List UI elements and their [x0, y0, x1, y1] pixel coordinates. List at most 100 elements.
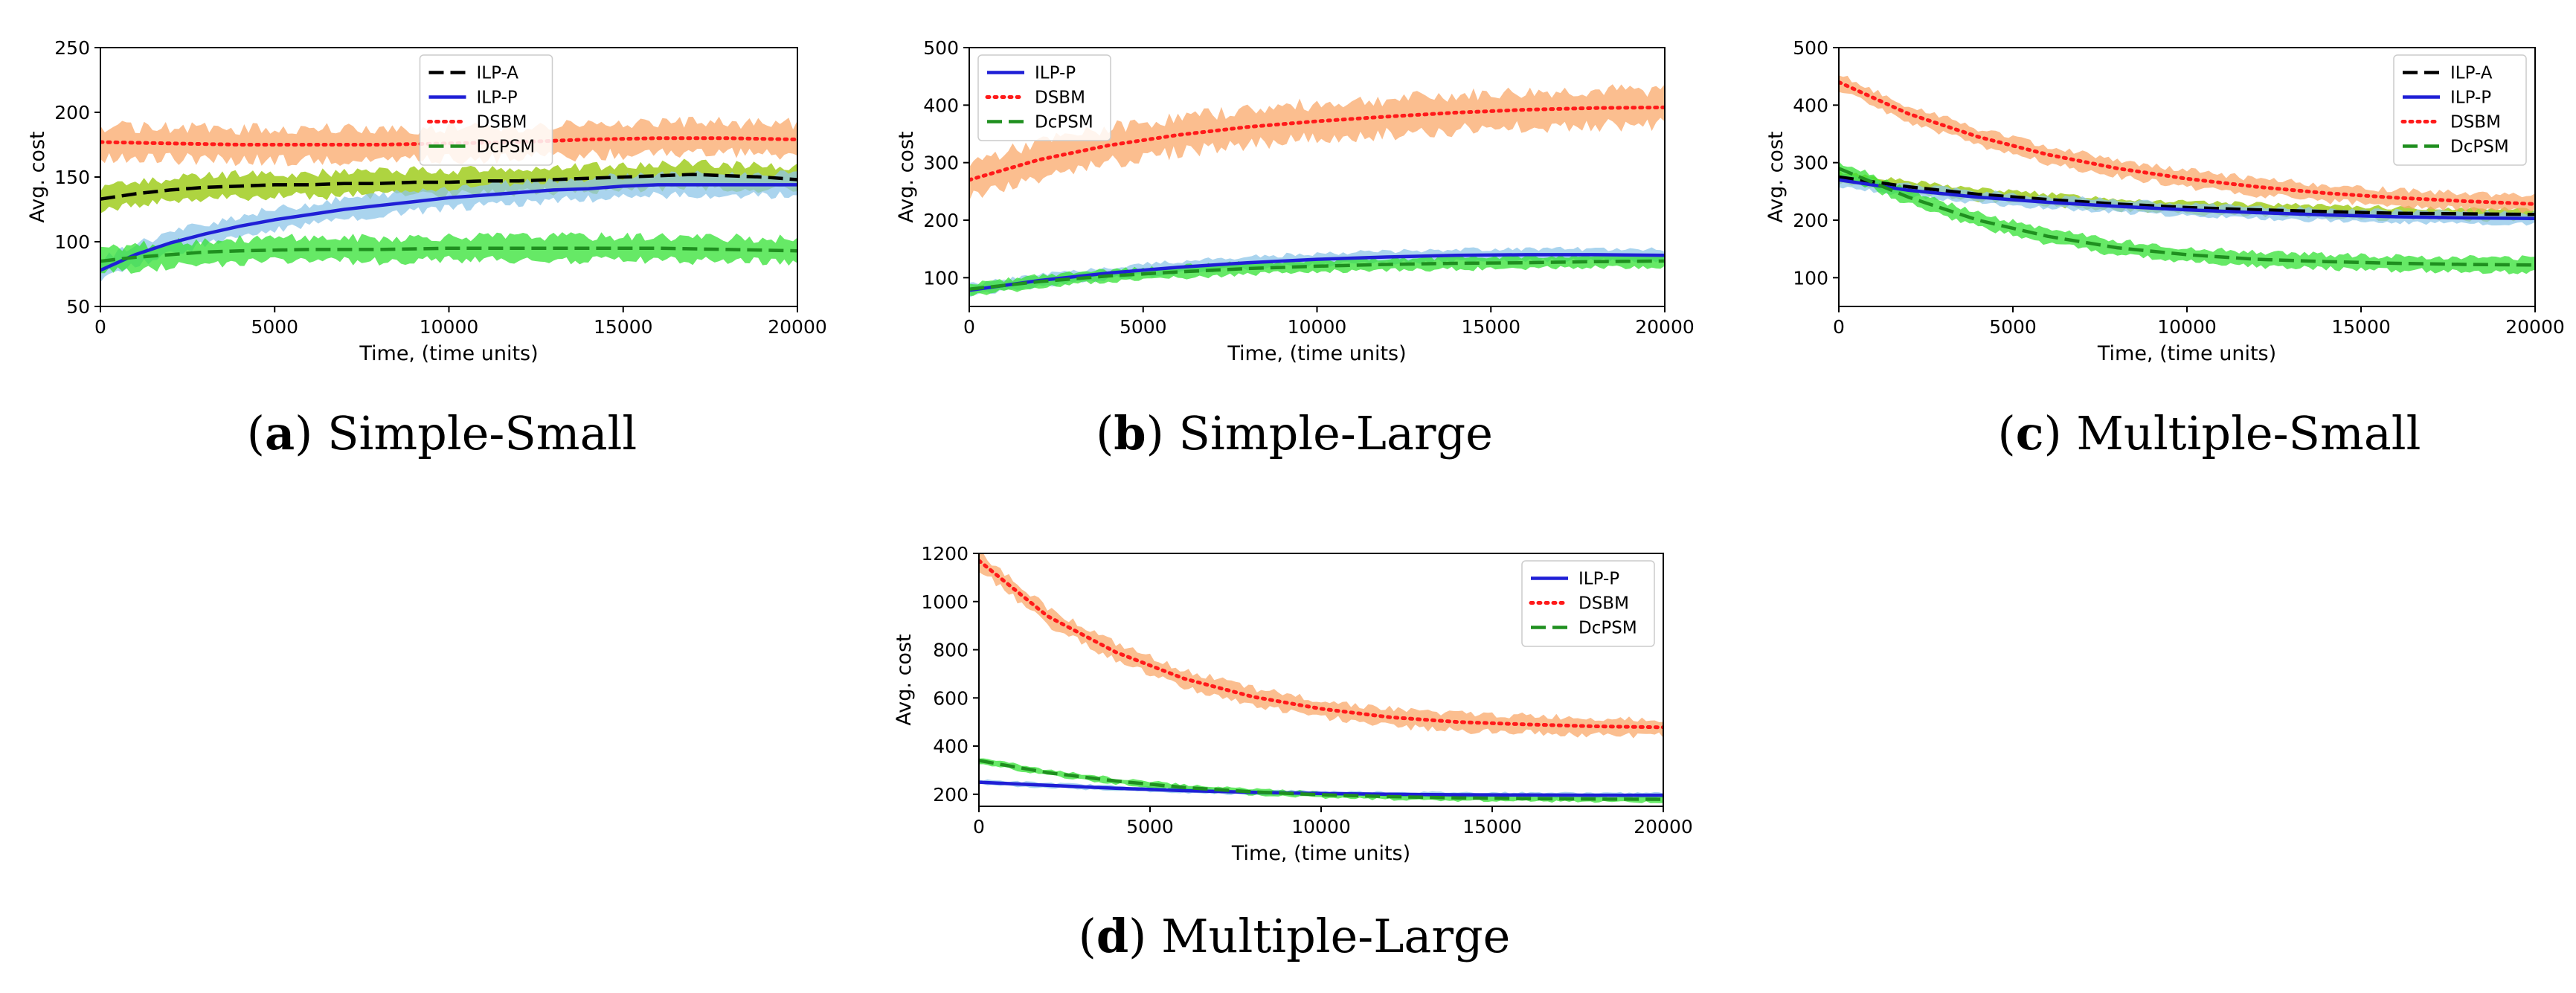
x-axis-title: Time, (time units): [359, 342, 538, 365]
caption-d-name: Multiple-Large: [1161, 909, 1510, 963]
x-axis-title: Time, (time units): [1227, 342, 1406, 365]
x-tick-label: 15000: [1461, 316, 1520, 338]
y-tick-label: 400: [1793, 94, 1828, 116]
y-tick-label: 300: [923, 152, 959, 174]
line-dcpsm: [969, 259, 1665, 292]
y-tick-label: 100: [1793, 267, 1828, 289]
y-tick-label: 500: [923, 37, 959, 59]
line-dsbm: [979, 559, 1663, 730]
x-tick-label: 20000: [2505, 316, 2565, 338]
x-tick-label: 15000: [594, 316, 653, 338]
band-dsbm: [969, 84, 1665, 202]
line-dsbm: [1839, 80, 2535, 206]
y-axis-title: Avg. cost: [1764, 131, 1788, 222]
y-axis-title: Avg. cost: [26, 131, 49, 222]
line-ilp-a: [100, 173, 797, 201]
legend-label-dcpsm: DcPSM: [1578, 619, 1637, 638]
y-axis-title: Avg. cost: [895, 131, 918, 222]
legend-box: [419, 54, 553, 166]
x-axis-title: Time, (time units): [1231, 842, 1410, 865]
x-tick-label: 20000: [1635, 316, 1695, 338]
legend-box: [977, 54, 1111, 141]
y-tick-label: 400: [923, 94, 959, 116]
y-tick-label: 100: [923, 267, 959, 289]
caption-c: (c) Multiple-Small: [1998, 406, 2421, 460]
legend-label-dcpsm: DcPSM: [477, 138, 536, 157]
y-tick-label: 300: [1793, 152, 1828, 174]
band-ilp-a: [100, 158, 797, 213]
x-tick-label: 15000: [1462, 816, 1522, 838]
legend-label-ilp-p: ILP-P: [477, 89, 518, 108]
line-ilp-a: [1839, 175, 2535, 216]
band-ilp-a: [1839, 170, 2535, 222]
x-tick-label: 15000: [2331, 316, 2391, 338]
x-axis-title: Time, (time units): [2097, 342, 2276, 365]
legend-label-ilp-p: ILP-P: [2450, 89, 2491, 108]
y-tick-label: 200: [1793, 210, 1828, 231]
y-tick-label: 200: [933, 784, 969, 806]
legend-box: [2393, 54, 2527, 166]
y-tick-label: 400: [933, 736, 969, 757]
line-dsbm: [969, 105, 1665, 182]
caption-b: (b) Simple-Large: [1096, 406, 1493, 460]
line-ilp-p: [979, 780, 1663, 797]
legend-label-ilp-p: ILP-P: [1035, 64, 1076, 83]
x-tick-label: 5000: [1989, 316, 2037, 338]
x-tick-label: 0: [1833, 316, 1845, 338]
legend-label-dsbm: DSBM: [477, 113, 527, 132]
caption-d: (d) Multiple-Large: [1079, 909, 1511, 963]
legend: ILP-P DSBM DcPSM: [1521, 560, 1655, 647]
caption-c-name: Multiple-Small: [2076, 406, 2421, 460]
legend-label-ilp-a: ILP-A: [2450, 64, 2493, 83]
line-dcpsm: [979, 759, 1663, 801]
line-dcpsm: [100, 246, 797, 263]
caption-a-letter: a: [265, 406, 295, 460]
plot-area: [100, 116, 797, 283]
y-tick-label: 200: [923, 210, 959, 231]
x-tick-label: 0: [963, 316, 975, 338]
subplot-multiple-large: 0 5000 10000 15000 20000 200 400 600 800 1000 1200…: [893, 543, 1693, 865]
y-tick-label: 1200: [921, 543, 969, 565]
subplot-simple-large: 0 5000 10000 15000 20000 100 200 300 400 500 Time,…: [895, 37, 1695, 365]
legend: ILP-A ILP-P DSBM DcPSM: [419, 54, 553, 166]
legend-label-dsbm: DSBM: [2450, 113, 2501, 132]
plot-area: [1839, 75, 2535, 274]
x-tick-label: 10000: [420, 316, 479, 338]
legend: ILP-P DSBM DcPSM: [977, 54, 1111, 141]
legend-box: [1521, 560, 1655, 647]
line-ilp-p: [1839, 178, 2535, 220]
x-tick-label: 5000: [251, 316, 298, 338]
y-tick-label: 500: [1793, 37, 1828, 59]
x-tick-label: 10000: [2157, 316, 2217, 338]
y-tick-label: 100: [54, 231, 90, 253]
y-axis-title: Avg. cost: [893, 634, 916, 725]
legend-label-dsbm: DSBM: [1035, 89, 1085, 108]
y-tick-label: 600: [933, 687, 969, 709]
y-tick-label: 1000: [921, 591, 969, 613]
legend-label-dcpsm: DcPSM: [1035, 113, 1093, 132]
y-tick-label: 800: [933, 640, 969, 661]
subplot-simple-small: 0 5000 10000 15000 20000 50 100 150 200 250 Time, …: [26, 37, 827, 365]
caption-c-letter: c: [2016, 406, 2044, 460]
caption-a: (a) Simple-Small: [247, 406, 637, 460]
plot-area: [969, 84, 1665, 298]
legend-label-ilp-p: ILP-P: [1578, 570, 1619, 589]
legend-label-dcpsm: DcPSM: [2450, 138, 2509, 157]
y-tick-label: 50: [66, 296, 90, 318]
line-ilp-p: [969, 253, 1665, 292]
subplot-multiple-small: 0 5000 10000 15000 20000 100 200 300 400 500 Time,…: [1764, 37, 2565, 365]
y-tick-label: 150: [54, 167, 90, 188]
line-ilp-p: [100, 183, 797, 272]
x-tick-label: 0: [973, 816, 985, 838]
x-tick-label: 10000: [1288, 316, 1347, 338]
x-tick-label: 20000: [768, 316, 827, 338]
y-tick-label: 250: [54, 37, 90, 59]
y-tick-label: 200: [54, 102, 90, 123]
x-tick-label: 0: [94, 316, 106, 338]
x-tick-label: 5000: [1126, 816, 1174, 838]
caption-a-name: Simple-Small: [327, 406, 637, 460]
plot-area: [979, 553, 1663, 803]
line-dcpsm: [1839, 167, 2535, 267]
caption-b-letter: b: [1114, 406, 1146, 460]
